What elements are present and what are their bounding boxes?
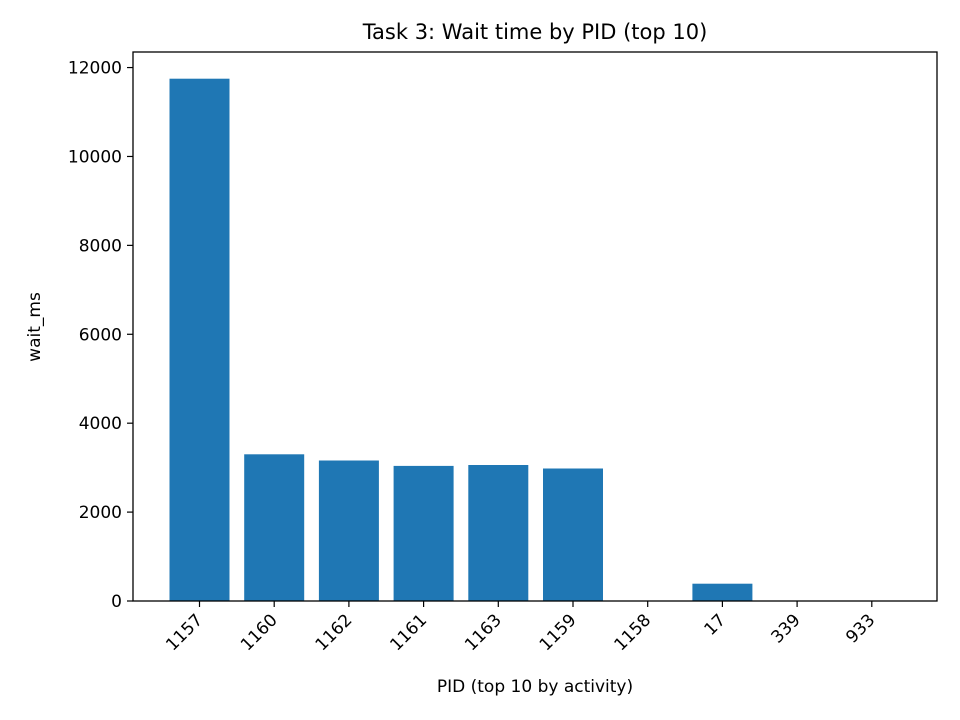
- x-tick-label: 339: [768, 610, 805, 647]
- bar-1161: [393, 465, 454, 601]
- y-tick-label: 10000: [68, 147, 122, 167]
- y-tick-label: 8000: [79, 236, 122, 256]
- x-tick-label: 1163: [461, 610, 506, 655]
- y-axis-label: wait_ms: [25, 292, 45, 362]
- bar-1159: [543, 468, 603, 601]
- y-tick-label: 6000: [79, 325, 122, 345]
- y-tick-label: 4000: [79, 414, 122, 434]
- x-tick-label: 1161: [386, 610, 431, 655]
- y-tick-label: 2000: [79, 503, 122, 523]
- x-axis-label: PID (top 10 by activity): [437, 677, 633, 697]
- y-tick-label: 0: [111, 592, 122, 612]
- bar-1157: [169, 78, 230, 601]
- x-tick-label: 1157: [162, 610, 207, 655]
- bars-group: [169, 78, 902, 601]
- bar-1163: [468, 465, 529, 601]
- x-tick-label: 933: [842, 610, 879, 647]
- bar-17: [692, 583, 753, 601]
- x-tick-label: 1158: [611, 610, 656, 655]
- y-tick-label: 12000: [68, 59, 122, 79]
- x-tick-label: 17: [700, 610, 729, 639]
- bar-1162: [318, 460, 379, 601]
- x-axis-ticks: 1157 1160 1162 1161 1163 1159 1158 17 339 933: [162, 601, 879, 655]
- x-tick-label: 1159: [536, 610, 581, 655]
- x-tick-label: 1162: [312, 610, 357, 655]
- chart-title: Task 3: Wait time by PID (top 10): [362, 20, 708, 44]
- plot-frame: [132, 51, 938, 602]
- x-tick-label: 1160: [237, 610, 282, 655]
- bar-1160: [244, 454, 305, 601]
- y-axis-ticks: 0 2000 4000 6000 8000 10000 12000: [68, 59, 133, 612]
